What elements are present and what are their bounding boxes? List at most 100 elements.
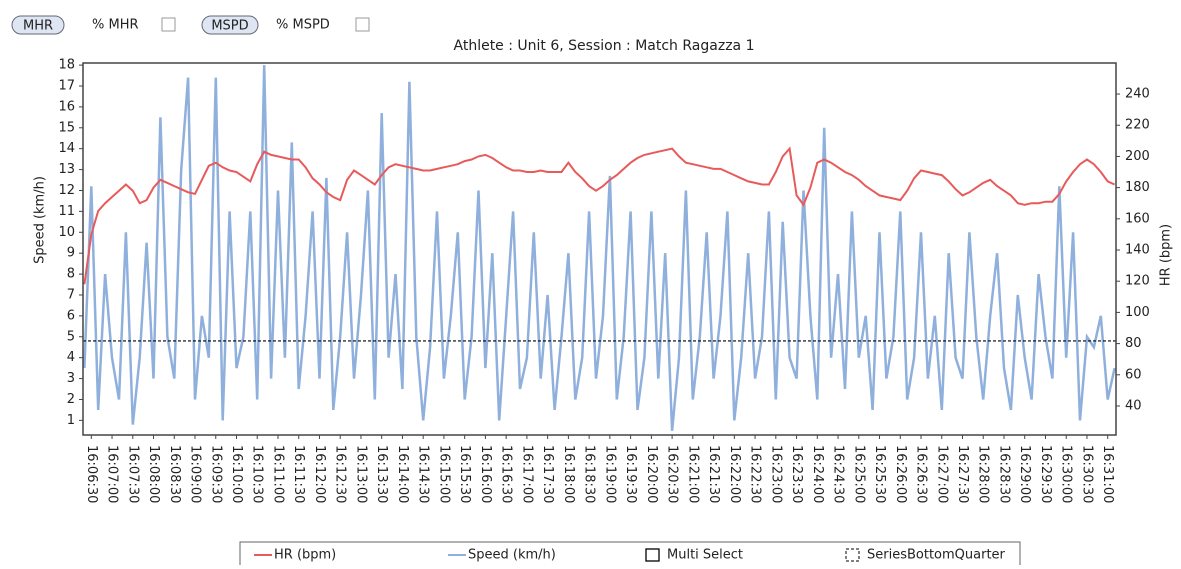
y2-tick-label: 140 [1125,243,1150,258]
mhr-button[interactable] [11,15,65,35]
x-tick-label: 16:22:30 [748,445,763,503]
x-tick-label: 16:28:30 [996,445,1011,503]
x-tick-label: 16:09:00 [188,445,203,503]
mspd-button-label[interactable]: MSPD [211,19,248,34]
x-tick-label: 16:07:00 [105,445,120,503]
y2-axis-label: HR (bpm) [1159,224,1174,286]
y-tick-label: 11 [58,204,75,219]
x-tick-label: 16:10:00 [229,445,244,503]
legend-label: HR (bpm) [274,548,336,563]
x-tick-label: 16:26:00 [893,445,908,503]
y2-tick-label: 220 [1125,118,1150,133]
series-line [83,65,1116,431]
mspd-button[interactable] [201,15,259,35]
pct-mspd-label: % MSPD [276,18,330,33]
y-axis-label: Speed (km/h) [33,176,48,264]
x-tick-label: 16:17:00 [519,445,534,503]
y2-tick-label: 60 [1125,367,1142,382]
mhr-button-label[interactable]: MHR [23,19,53,34]
y-tick-label: 1 [67,413,75,428]
x-tick-label: 16:16:30 [499,445,514,503]
x-tick-label: 16:28:00 [976,445,991,503]
x-tick-label: 16:06:30 [84,445,99,503]
y-tick-label: 3 [67,371,75,386]
x-tick-label: 16:18:00 [561,445,576,503]
x-tick-label: 16:27:00 [934,445,949,503]
y-tick-label: 4 [67,350,75,365]
y2-tick-label: 200 [1125,149,1150,164]
x-tick-label: 16:23:30 [789,445,804,503]
x-tick-label: 16:08:00 [146,445,161,503]
y-tick-label: 10 [58,225,75,240]
x-tick-label: 16:14:00 [395,445,410,503]
y2-tick-label: 120 [1125,274,1150,289]
y2-tick-label: 80 [1125,336,1142,351]
y-tick-label: 18 [58,58,75,73]
x-tick-label: 16:13:30 [374,445,389,503]
x-tick-label: 16:27:30 [955,445,970,503]
x-tick-label: 16:07:30 [125,445,140,503]
x-tick-label: 16:18:30 [582,445,597,503]
x-tick-label: 16:12:30 [333,445,348,503]
x-tick-label: 16:15:00 [436,445,451,503]
x-tick-label: 16:19:30 [623,445,638,503]
x-tick-label: 16:09:30 [208,445,223,503]
y-tick-label: 16 [58,99,75,114]
x-tick-label: 16:11:30 [291,445,306,503]
y-tick-label: 14 [58,141,75,156]
y-tick-label: 12 [58,183,75,198]
legend-swatch [845,548,860,562]
x-tick-label: 16:24:30 [831,445,846,503]
pct-mhr-checkbox[interactable] [161,17,176,32]
plot-area [83,63,1116,435]
y-tick-label: 7 [67,287,75,302]
x-tick-label: 16:30:00 [1059,445,1074,503]
x-tick-label: 16:17:30 [540,445,555,503]
x-tick-label: 16:25:00 [851,445,866,503]
y-tick-label: 9 [67,246,75,261]
x-tick-label: 16:12:00 [312,445,327,503]
y-tick-label: 8 [67,267,75,282]
y-tick-label: 2 [67,392,75,407]
y2-tick-label: 240 [1125,87,1150,102]
x-tick-label: 16:30:30 [1079,445,1094,503]
x-tick-label: 16:31:00 [1100,445,1115,503]
x-tick-label: 16:22:00 [727,445,742,503]
x-tick-label: 16:15:30 [457,445,472,503]
y-tick-label: 17 [58,78,75,93]
x-tick-label: 16:16:00 [478,445,493,503]
y-tick-label: 15 [58,120,75,135]
x-tick-label: 16:13:00 [353,445,368,503]
chart-title: Athlete : Unit 6, Session : Match Ragazz… [454,38,755,54]
y-tick-label: 6 [67,308,75,323]
x-tick-label: 16:19:00 [602,445,617,503]
plot-border [82,62,1117,436]
x-tick-label: 16:25:30 [872,445,887,503]
x-tick-label: 16:24:00 [810,445,825,503]
y2-tick-label: 100 [1125,305,1150,320]
legend-label: Speed (km/h) [468,548,556,563]
x-tick-label: 16:14:30 [416,445,431,503]
series-line [83,146,1116,285]
x-tick-label: 16:10:30 [250,445,265,503]
legend-swatch [645,548,660,562]
x-tick-label: 16:20:00 [644,445,659,503]
y2-tick-label: 40 [1125,398,1142,413]
x-tick-label: 16:21:30 [706,445,721,503]
x-tick-label: 16:11:00 [270,445,285,503]
x-tick-label: 16:29:00 [1017,445,1032,503]
x-tick-label: 16:08:30 [167,445,182,503]
x-tick-label: 16:29:30 [1038,445,1053,503]
x-tick-label: 16:20:30 [665,445,680,503]
y2-tick-label: 160 [1125,211,1150,226]
y2-tick-label: 180 [1125,180,1150,195]
legend-label: SeriesBottomQuarter [867,548,1006,563]
y-tick-label: 5 [67,329,75,344]
x-tick-label: 16:21:00 [685,445,700,503]
x-tick-label: 16:23:00 [768,445,783,503]
legend-label: Multi Select [667,548,743,563]
pct-mspd-checkbox[interactable] [355,17,370,32]
pct-mhr-label: % MHR [92,18,139,33]
x-tick-label: 16:26:30 [914,445,929,503]
